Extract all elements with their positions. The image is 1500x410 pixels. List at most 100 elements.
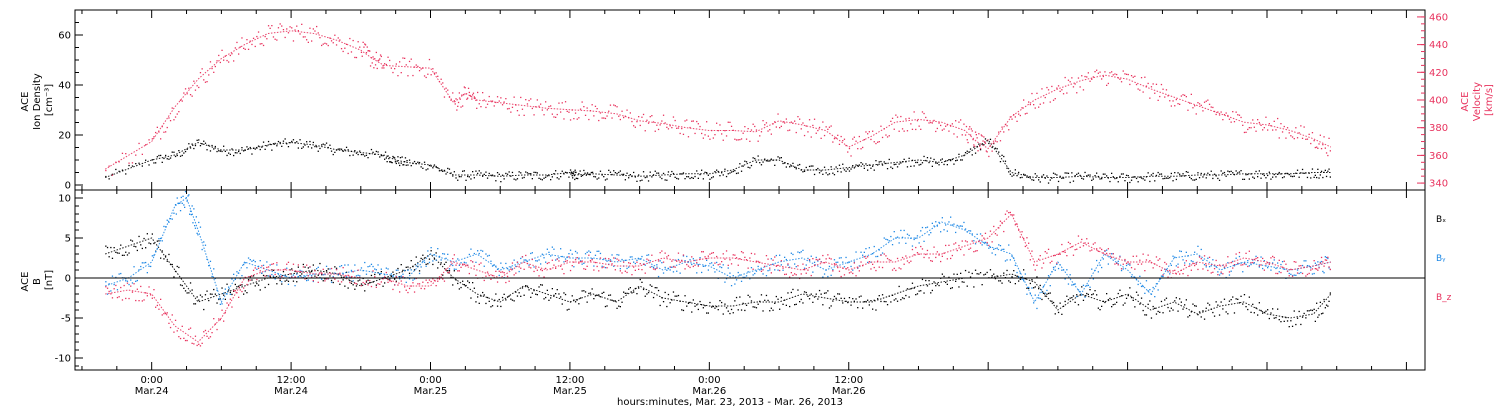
b-series-2-point xyxy=(994,233,997,235)
velocity-series-point xyxy=(983,136,985,138)
velocity-series-point xyxy=(272,36,275,38)
b-series-2-point xyxy=(1129,263,1131,265)
b-series-2-point xyxy=(770,272,772,274)
density-series-point xyxy=(984,138,987,140)
b-series-2-point xyxy=(1119,256,1121,258)
velocity-series-point xyxy=(269,27,271,29)
density-series-point xyxy=(560,176,562,178)
velocity-series-point xyxy=(1222,119,1224,121)
b-series-1-point xyxy=(1061,269,1063,271)
density-series-point xyxy=(639,180,641,182)
velocity-series-point xyxy=(452,92,454,94)
b-series-2-point xyxy=(916,252,919,254)
b-series-0-point xyxy=(501,296,504,299)
b-series-0-point xyxy=(397,267,399,270)
b-series-1-point xyxy=(188,194,190,196)
b-series-1-point xyxy=(797,251,799,253)
velocity-series-point xyxy=(1092,76,1094,78)
velocity-series-point xyxy=(676,127,678,129)
velocity-series-point xyxy=(875,142,877,145)
density-series-point xyxy=(370,148,373,151)
b-series-1-point xyxy=(842,261,844,263)
velocity-series-point xyxy=(797,116,799,118)
b-series-2-point xyxy=(312,280,314,282)
b-series-1-point xyxy=(1213,265,1216,267)
b-series-0-point xyxy=(402,269,404,271)
b-series-2-point xyxy=(120,286,122,289)
density-series-point xyxy=(1273,173,1275,176)
b-series-2-point xyxy=(996,234,998,236)
density-series-point xyxy=(174,155,177,158)
b-series-2-point xyxy=(1021,231,1023,233)
velocity-series-point xyxy=(759,135,761,137)
b-series-1-point xyxy=(1036,307,1038,310)
b-series-0-point xyxy=(284,280,286,282)
b-series-2-point xyxy=(1257,257,1259,259)
b-series-1-point xyxy=(1122,268,1124,270)
density-series-point xyxy=(1283,176,1285,178)
b-series-2-point xyxy=(233,290,235,292)
velocity-series-point xyxy=(850,155,852,157)
b-series-2-point xyxy=(1067,241,1070,243)
b-series-0-point xyxy=(367,279,369,281)
density-series-point xyxy=(1137,181,1139,183)
density-series-point xyxy=(905,161,907,163)
b-series-1-point xyxy=(1084,296,1086,298)
velocity-series-point xyxy=(287,32,290,34)
b-series-1-point xyxy=(712,264,714,266)
velocity-series-point xyxy=(845,144,847,147)
b-series-2-point xyxy=(1215,259,1217,262)
density-series-point xyxy=(390,161,392,163)
velocity-series-point xyxy=(105,169,107,172)
b-series-0-point xyxy=(183,287,185,289)
velocity-series-point xyxy=(183,92,185,94)
b-series-2-point xyxy=(385,271,387,274)
velocity-series-point xyxy=(1225,112,1227,114)
velocity-series-point xyxy=(362,41,364,43)
velocity-series-point xyxy=(644,130,646,132)
density-series-point xyxy=(770,158,772,160)
b-series-2-point xyxy=(463,263,465,265)
density-series-point xyxy=(525,171,527,173)
b-series-0-point xyxy=(659,304,661,307)
b-series-2-point xyxy=(460,266,462,268)
b-series-0-point xyxy=(228,289,230,291)
b-series-0-point xyxy=(1179,298,1181,300)
b-series-2-point xyxy=(113,288,115,290)
velocity-series-point xyxy=(568,111,570,113)
b-series-0-point xyxy=(364,290,366,292)
b-series-2-point xyxy=(375,286,377,288)
velocity-series-point xyxy=(657,128,660,131)
b-series-1-point xyxy=(621,258,623,261)
b-series-0-point xyxy=(455,279,457,281)
velocity-series-point xyxy=(1313,140,1315,142)
density-series-point xyxy=(214,145,216,148)
velocity-series-point xyxy=(651,115,653,117)
b-series-0-point xyxy=(482,291,484,294)
b-series-2-point xyxy=(820,261,822,263)
b-series-2-point xyxy=(1175,273,1177,275)
b-series-0-point xyxy=(1317,316,1319,318)
b-series-0-point xyxy=(1192,303,1194,305)
density-series-point xyxy=(799,163,801,166)
velocity-series-point xyxy=(376,67,378,70)
velocity-series-point xyxy=(271,25,273,27)
velocity-series-point xyxy=(408,60,411,63)
b-series-2-point xyxy=(1318,267,1320,269)
density-series-point xyxy=(1049,179,1051,181)
b-series-1-point xyxy=(606,260,608,262)
b-series-2-point xyxy=(1316,268,1318,270)
b-series-0-point xyxy=(1329,292,1331,294)
density-series-point xyxy=(209,150,212,152)
b-series-0-point xyxy=(928,280,930,282)
b-series-2-point xyxy=(651,254,653,256)
density-series-point xyxy=(406,160,408,162)
b-series-1-point xyxy=(1230,270,1232,272)
velocity-series-point xyxy=(374,64,377,66)
b-series-2-point xyxy=(287,261,290,263)
density-series-point xyxy=(301,147,303,149)
density-series-point xyxy=(386,161,388,163)
b-series-0-point xyxy=(1205,307,1207,309)
density-series-point xyxy=(754,157,756,160)
density-series-point xyxy=(1104,173,1106,175)
